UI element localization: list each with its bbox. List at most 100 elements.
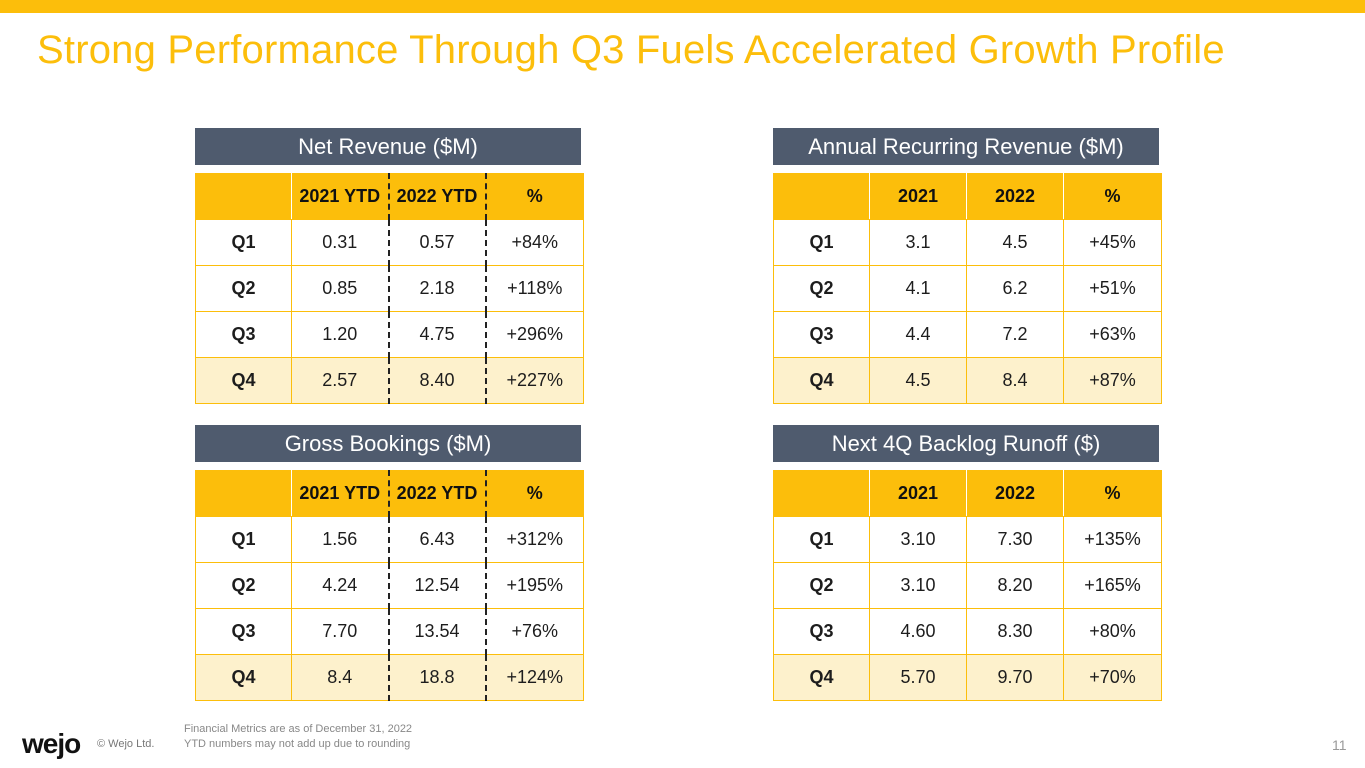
quarter-label: Q2 bbox=[195, 265, 292, 312]
table-cell: 2.57 bbox=[291, 357, 390, 404]
table-row: Q1 0.31 0.57 +84% bbox=[195, 219, 584, 266]
table-cell: +118% bbox=[485, 265, 584, 312]
table-cell: 13.54 bbox=[388, 608, 487, 655]
quarter-label: Q2 bbox=[773, 562, 870, 609]
table-cell: 7.2 bbox=[966, 311, 1064, 358]
table-cell: 9.70 bbox=[966, 654, 1064, 701]
column-header bbox=[773, 470, 870, 517]
table-row: Q1 3.10 7.30 +135% bbox=[773, 516, 1162, 563]
table-row: Q3 7.70 13.54 +76% bbox=[195, 608, 584, 655]
column-header: 2021 bbox=[869, 173, 967, 220]
table-cell: +87% bbox=[1063, 357, 1162, 404]
table-cell: 7.70 bbox=[291, 608, 390, 655]
table-cell: +63% bbox=[1063, 311, 1162, 358]
quarter-label: Q3 bbox=[773, 311, 870, 358]
table-header-row: 2021 2022 % bbox=[773, 173, 1162, 220]
table-cell: 4.1 bbox=[869, 265, 967, 312]
table-cell: +312% bbox=[485, 516, 584, 563]
table-cell: 0.31 bbox=[291, 219, 390, 266]
table-row: Q2 4.1 6.2 +51% bbox=[773, 265, 1162, 312]
table-header-row: 2021 YTD 2022 YTD % bbox=[195, 470, 584, 517]
quarter-label: Q1 bbox=[773, 219, 870, 266]
table-cell: +76% bbox=[485, 608, 584, 655]
quarter-label: Q1 bbox=[195, 516, 292, 563]
table-cell: 5.70 bbox=[869, 654, 967, 701]
table-cell: 4.75 bbox=[388, 311, 487, 358]
quarter-label: Q3 bbox=[195, 311, 292, 358]
table-cell: +227% bbox=[485, 357, 584, 404]
gross-bookings-table: 2021 YTD 2022 YTD % Q1 1.56 6.43 +312% Q2 4.… bbox=[195, 470, 584, 701]
table-row: Q2 0.85 2.18 +118% bbox=[195, 265, 584, 312]
table-cell: 6.2 bbox=[966, 265, 1064, 312]
column-header: % bbox=[1063, 173, 1162, 220]
footnote-rounding: YTD numbers may not add up due to roundi… bbox=[184, 738, 411, 750]
table-header-row: 2021 YTD 2022 YTD % bbox=[195, 173, 584, 220]
table-cell: 4.60 bbox=[869, 608, 967, 655]
top-accent-bar bbox=[0, 0, 1365, 13]
table-cell: 8.4 bbox=[966, 357, 1064, 404]
table-cell: +80% bbox=[1063, 608, 1162, 655]
column-header: % bbox=[1063, 470, 1162, 517]
column-header: 2021 YTD bbox=[291, 173, 390, 220]
table-cell: 1.20 bbox=[291, 311, 390, 358]
quarter-label: Q4 bbox=[195, 654, 292, 701]
page-title: Strong Performance Through Q3 Fuels Acce… bbox=[37, 28, 1225, 72]
table-row: Q2 4.24 12.54 +195% bbox=[195, 562, 584, 609]
column-header: 2021 YTD bbox=[291, 470, 390, 517]
table-row: Q1 3.1 4.5 +45% bbox=[773, 219, 1162, 266]
table-cell: +124% bbox=[485, 654, 584, 701]
table-cell: 7.30 bbox=[966, 516, 1064, 563]
table-row: Q3 4.4 7.2 +63% bbox=[773, 311, 1162, 358]
column-header bbox=[773, 173, 870, 220]
table-cell: 3.1 bbox=[869, 219, 967, 266]
table-row: Q1 1.56 6.43 +312% bbox=[195, 516, 584, 563]
table-cell: 3.10 bbox=[869, 516, 967, 563]
table-cell: +296% bbox=[485, 311, 584, 358]
table-cell: +51% bbox=[1063, 265, 1162, 312]
table-cell: 8.40 bbox=[388, 357, 487, 404]
table-cell: 8.4 bbox=[291, 654, 390, 701]
net-revenue-heading: Net Revenue ($M) bbox=[195, 128, 581, 165]
table-cell: 4.24 bbox=[291, 562, 390, 609]
quarter-label: Q1 bbox=[773, 516, 870, 563]
column-header: 2021 bbox=[869, 470, 967, 517]
table-cell: 1.56 bbox=[291, 516, 390, 563]
column-header: 2022 bbox=[966, 173, 1064, 220]
table-row: Q4 4.5 8.4 +87% bbox=[773, 357, 1162, 404]
table-cell: +70% bbox=[1063, 654, 1162, 701]
table-cell: 0.85 bbox=[291, 265, 390, 312]
copyright-text: © Wejo Ltd. bbox=[97, 738, 155, 750]
table-row: Q4 2.57 8.40 +227% bbox=[195, 357, 584, 404]
quarter-label: Q3 bbox=[195, 608, 292, 655]
backlog-table: 2021 2022 % Q1 3.10 7.30 +135% Q2 3.10 8.20 +1… bbox=[773, 470, 1162, 701]
arr-heading: Annual Recurring Revenue ($M) bbox=[773, 128, 1159, 165]
column-header: 2022 YTD bbox=[388, 470, 487, 517]
column-header: 2022 bbox=[966, 470, 1064, 517]
quarter-label: Q2 bbox=[773, 265, 870, 312]
gross-bookings-heading: Gross Bookings ($M) bbox=[195, 425, 581, 462]
column-header: 2022 YTD bbox=[388, 173, 487, 220]
backlog-heading: Next 4Q Backlog Runoff ($) bbox=[773, 425, 1159, 462]
table-cell: 18.8 bbox=[388, 654, 487, 701]
table-cell: 0.57 bbox=[388, 219, 487, 266]
table-cell: 4.5 bbox=[966, 219, 1064, 266]
column-header bbox=[195, 470, 292, 517]
table-row: Q3 4.60 8.30 +80% bbox=[773, 608, 1162, 655]
page-number: 11 bbox=[1332, 737, 1347, 753]
table-cell: 6.43 bbox=[388, 516, 487, 563]
column-header: % bbox=[485, 173, 584, 220]
net-revenue-table: 2021 YTD 2022 YTD % Q1 0.31 0.57 +84% Q2 0.8… bbox=[195, 173, 584, 404]
column-header bbox=[195, 173, 292, 220]
quarter-label: Q4 bbox=[773, 654, 870, 701]
table-cell: 4.4 bbox=[869, 311, 967, 358]
footnote-metrics-date: Financial Metrics are as of December 31,… bbox=[184, 723, 413, 735]
table-row: Q4 5.70 9.70 +70% bbox=[773, 654, 1162, 701]
table-row: Q2 3.10 8.20 +165% bbox=[773, 562, 1162, 609]
table-cell: 2.18 bbox=[388, 265, 487, 312]
table-cell: +165% bbox=[1063, 562, 1162, 609]
table-cell: +135% bbox=[1063, 516, 1162, 563]
table-cell: 8.20 bbox=[966, 562, 1064, 609]
table-row: Q4 8.4 18.8 +124% bbox=[195, 654, 584, 701]
table-cell: 3.10 bbox=[869, 562, 967, 609]
quarter-label: Q4 bbox=[773, 357, 870, 404]
